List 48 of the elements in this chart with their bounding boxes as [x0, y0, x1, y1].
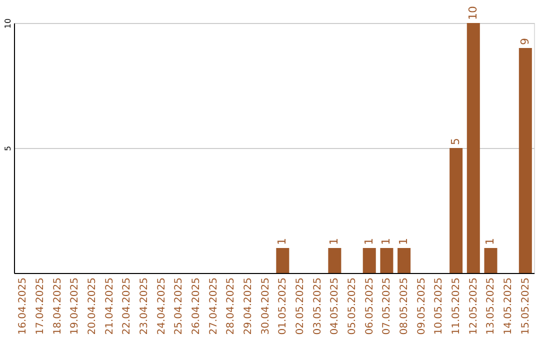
- bar: [328, 248, 342, 273]
- bar: [450, 148, 463, 273]
- bar: [484, 248, 498, 273]
- bar: [518, 48, 532, 273]
- bar: [362, 248, 376, 273]
- x-tick-label: 27.04.2025: [208, 278, 220, 335]
- x-tick-label: 28.04.2025: [226, 278, 237, 335]
- x-tick-label: 12.05.2025: [468, 278, 480, 335]
- data-label: 1: [362, 238, 376, 245]
- x-tick-label: 04.05.2025: [330, 278, 341, 335]
- x-tick-label: 29.04.2025: [242, 278, 254, 335]
- x-tick-label: 05.05.2025: [347, 278, 358, 335]
- x-tick-label: 30.04.2025: [260, 278, 272, 335]
- x-tick-label: 07.05.2025: [382, 278, 393, 335]
- x-tick-label: 11.05.2025: [451, 278, 462, 335]
- x-tick-label: 02.05.2025: [295, 278, 306, 335]
- x-tick-label: 14.05.2025: [503, 278, 514, 335]
- x-tick-label: 01.05.2025: [278, 278, 289, 335]
- x-tick-label: 20.04.2025: [86, 278, 98, 335]
- x-tick-label: 23.04.2025: [138, 278, 150, 335]
- x-tick-label: 18.04.2025: [52, 278, 64, 335]
- data-label: 9: [518, 38, 532, 45]
- x-tick-label: 03.05.2025: [312, 278, 324, 335]
- x-tick-label: 16.04.2025: [18, 278, 29, 335]
- x-tick-label: 22.04.2025: [122, 278, 133, 335]
- x-tick-label: 10.05.2025: [434, 278, 445, 335]
- x-tick-label: 15.05.2025: [520, 278, 532, 335]
- x-tick-label: 21.04.2025: [104, 278, 116, 335]
- x-tick-label: 25.04.2025: [174, 278, 185, 335]
- data-label: 10: [466, 6, 480, 20]
- data-label: 1: [276, 238, 289, 245]
- x-tick-label: 17.04.2025: [34, 278, 46, 335]
- data-label: 1: [328, 238, 341, 245]
- x-tick-label: 13.05.2025: [486, 278, 497, 335]
- bar: [466, 23, 480, 273]
- bar: [276, 248, 290, 273]
- data-label: 1: [397, 238, 410, 245]
- data-label: 5: [449, 138, 462, 145]
- x-tick-label: 19.04.2025: [70, 278, 81, 335]
- data-label: 1: [484, 238, 497, 245]
- x-tick-label: 24.04.2025: [156, 278, 168, 335]
- bar: [380, 248, 394, 273]
- data-label: 1: [380, 238, 393, 245]
- bar: [398, 248, 411, 273]
- x-tick-label: 26.04.2025: [190, 278, 202, 335]
- x-tick-label: 06.05.2025: [364, 278, 376, 335]
- x-tick-label: 08.05.2025: [399, 278, 410, 335]
- x-tick-label: 09.05.2025: [416, 278, 428, 335]
